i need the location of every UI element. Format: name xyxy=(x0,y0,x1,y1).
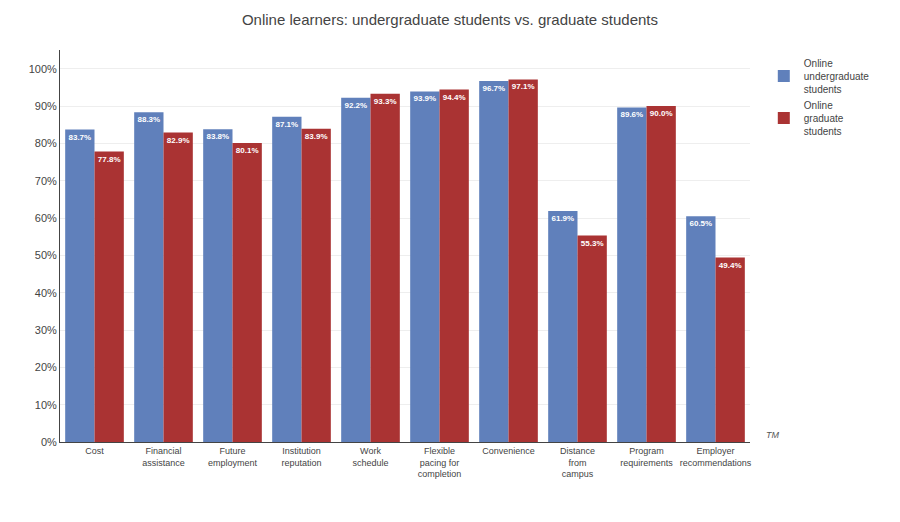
svg-text:94.4%: 94.4% xyxy=(443,93,466,102)
svg-text:93.3%: 93.3% xyxy=(374,97,397,106)
svg-text:93.9%: 93.9% xyxy=(413,94,436,103)
svg-text:49.4%: 49.4% xyxy=(719,261,742,270)
svg-text:70%: 70% xyxy=(35,175,57,187)
svg-text:Programrequirements: Programrequirements xyxy=(620,446,673,468)
svg-text:97.1%: 97.1% xyxy=(512,82,535,91)
svg-text:83.7%: 83.7% xyxy=(68,133,91,142)
svg-text:80%: 80% xyxy=(35,137,57,149)
svg-text:90%: 90% xyxy=(35,100,57,112)
svg-text:100%: 100% xyxy=(29,63,57,75)
svg-text:Futureemployment: Futureemployment xyxy=(208,446,258,468)
svg-text:82.9%: 82.9% xyxy=(167,136,190,145)
svg-text:Institutionreputation: Institutionreputation xyxy=(281,446,321,468)
svg-text:Convenience: Convenience xyxy=(482,446,535,456)
svg-text:Onlineundergraduatestudents: Onlineundergraduatestudents xyxy=(804,58,869,95)
svg-text:89.6%: 89.6% xyxy=(620,110,643,119)
svg-text:60%: 60% xyxy=(35,212,57,224)
svg-text:Employerrecommendations: Employerrecommendations xyxy=(680,446,752,468)
svg-text:Flexiblepacing forcompletion: Flexiblepacing forcompletion xyxy=(418,446,462,479)
svg-text:20%: 20% xyxy=(35,361,57,373)
svg-text:10%: 10% xyxy=(35,399,57,411)
svg-text:60.5%: 60.5% xyxy=(689,219,712,228)
svg-text:96.7%: 96.7% xyxy=(482,84,505,93)
svg-text:77.8%: 77.8% xyxy=(98,155,121,164)
svg-text:Online learners: undergraduate: Online learners: undergraduate students … xyxy=(242,11,658,28)
svg-text:80.1%: 80.1% xyxy=(236,146,259,155)
svg-text:83.9%: 83.9% xyxy=(305,132,328,141)
svg-text:88.3%: 88.3% xyxy=(137,115,160,124)
svg-text:90.0%: 90.0% xyxy=(650,109,673,118)
svg-text:TM: TM xyxy=(766,430,779,440)
svg-text:50%: 50% xyxy=(35,249,57,261)
svg-text:92.2%: 92.2% xyxy=(344,101,367,110)
svg-text:30%: 30% xyxy=(35,324,57,336)
svg-text:0%: 0% xyxy=(41,436,57,448)
svg-text:Onlinegraduatestudents: Onlinegraduatestudents xyxy=(804,100,844,137)
svg-text:55.3%: 55.3% xyxy=(581,239,604,248)
svg-text:Workschedule: Workschedule xyxy=(352,446,388,468)
svg-text:61.9%: 61.9% xyxy=(551,214,574,223)
svg-text:40%: 40% xyxy=(35,287,57,299)
svg-text:Cost: Cost xyxy=(85,446,104,456)
svg-text:Distancefromcampus: Distancefromcampus xyxy=(560,446,595,479)
svg-text:Financialassistance: Financialassistance xyxy=(142,446,185,468)
svg-text:87.1%: 87.1% xyxy=(275,120,298,129)
svg-text:83.8%: 83.8% xyxy=(206,132,229,141)
